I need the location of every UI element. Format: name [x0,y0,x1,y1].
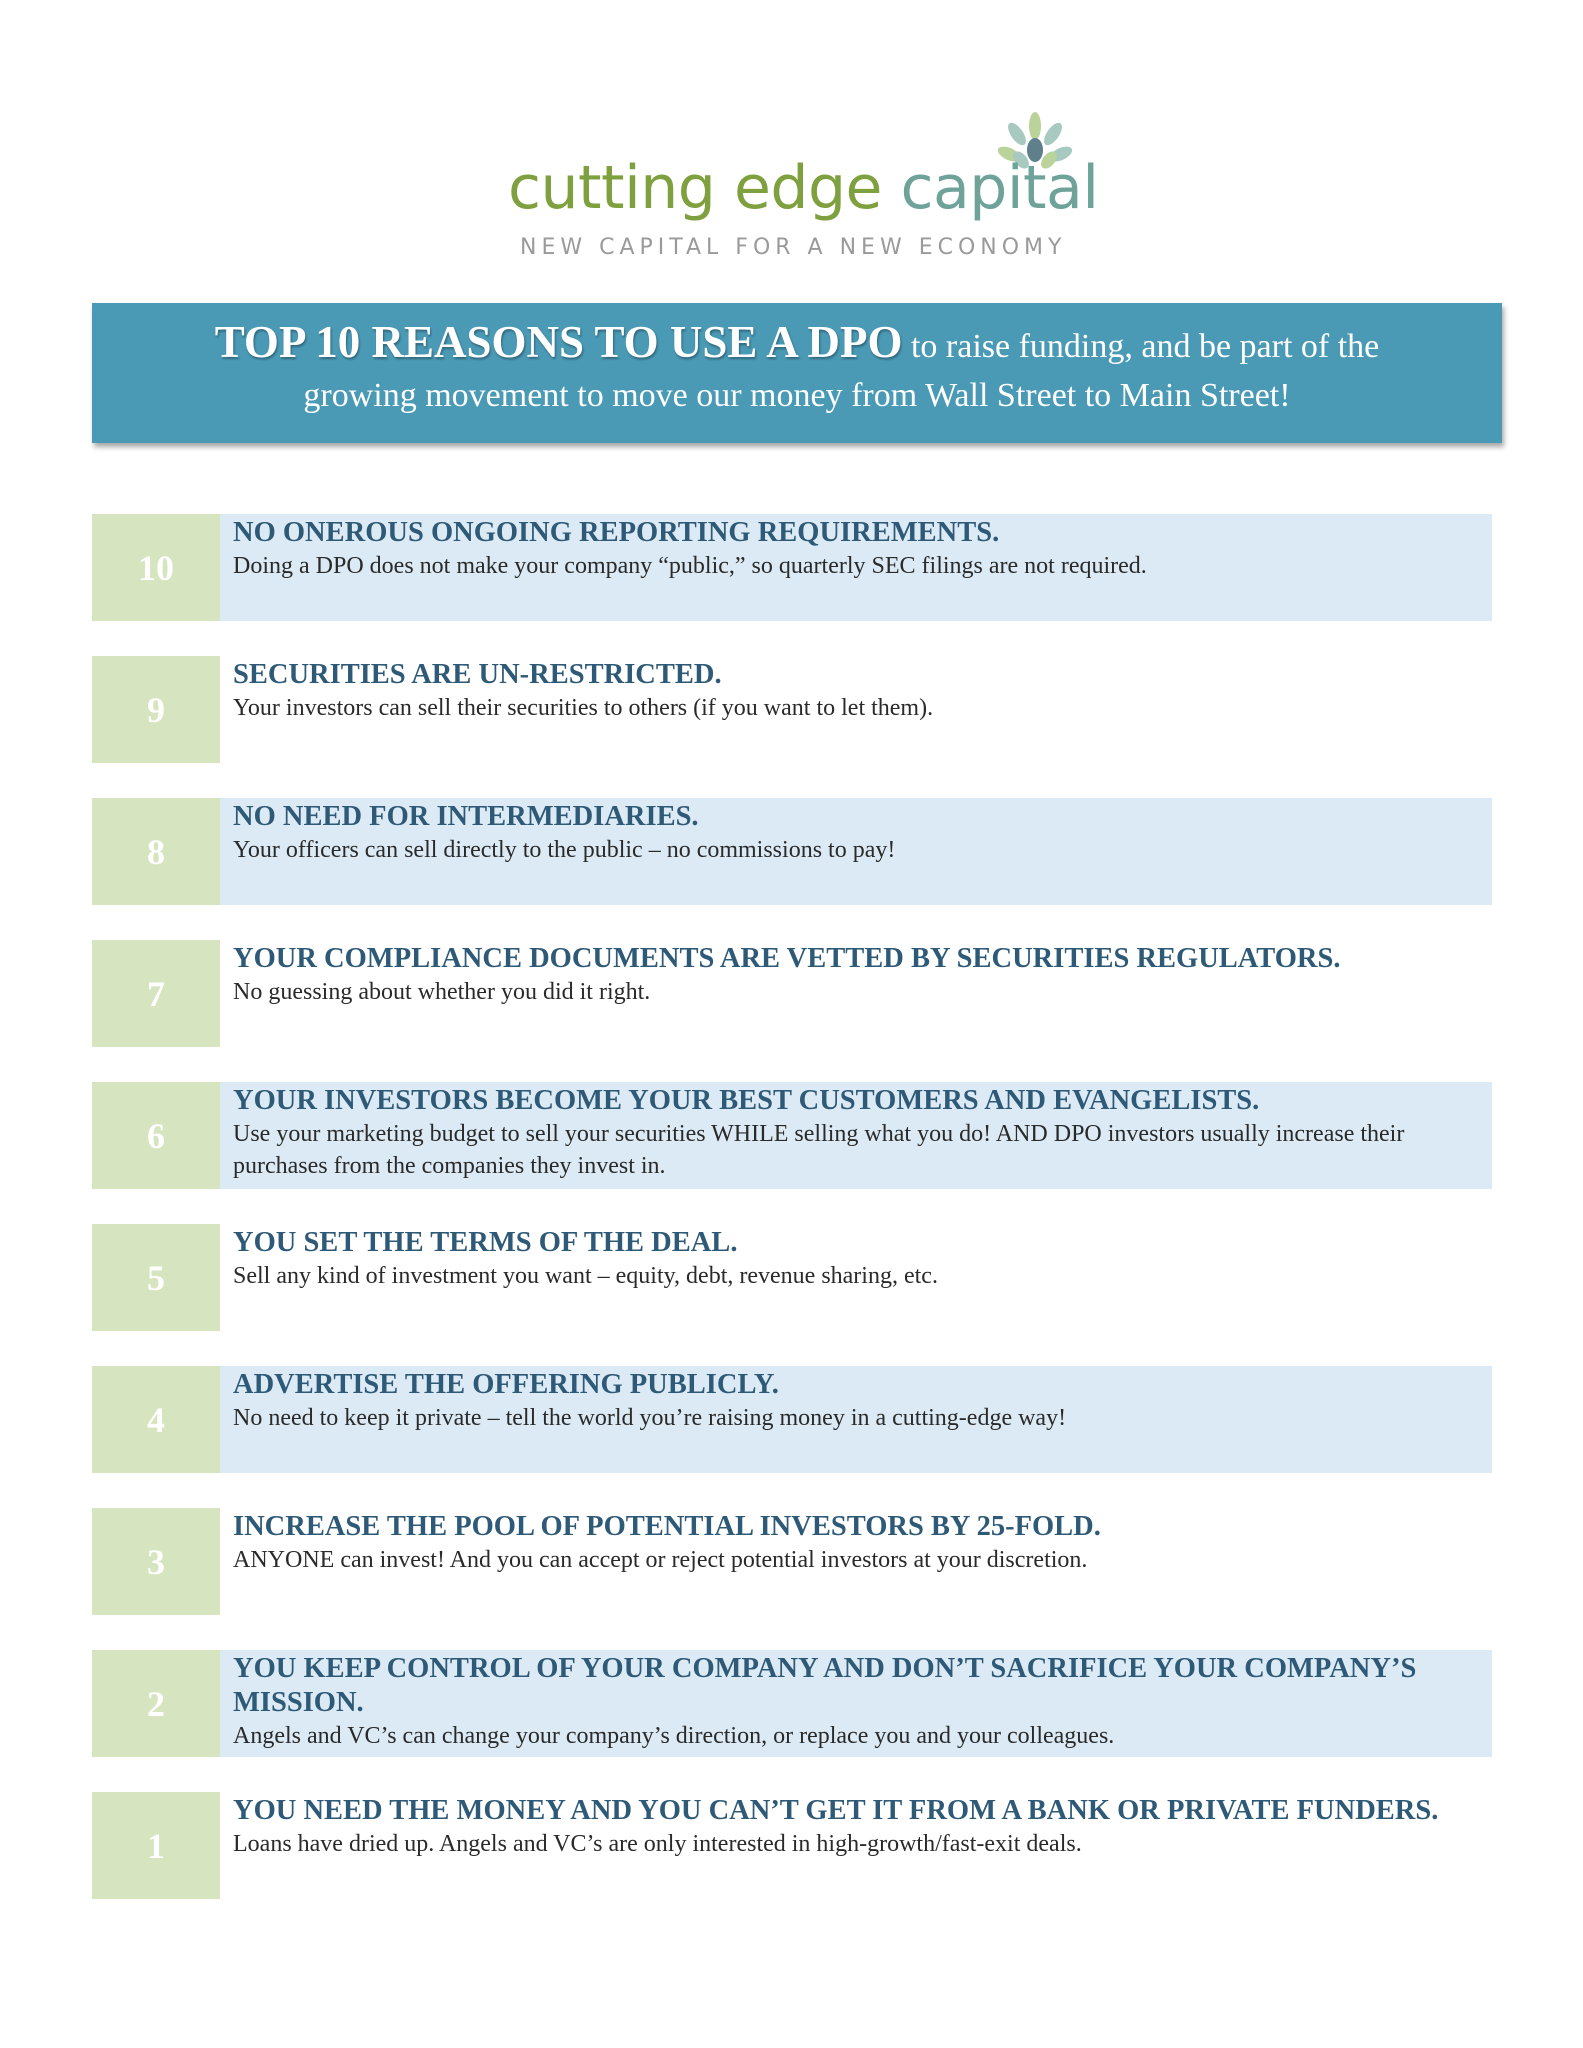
reason-title: INCREASE THE POOL OF POTENTIAL INVESTORS… [233,1511,1101,1542]
reason-number: 9 [92,656,220,763]
reason-body: NO NEED FOR INTERMEDIARIES. Your officer… [220,798,1492,905]
reason-item: 9 SECURITIES ARE UN-RESTRICTED. Your inv… [92,656,1492,763]
banner-title: TOP 10 REASONS TO USE A DPO [214,317,903,367]
banner-line-1: TOP 10 REASONS TO USE A DPO to raise fun… [92,315,1502,374]
banner-subtitle-part2: growing movement to move our money from … [303,377,1291,414]
banner-subtitle-part1: to raise funding, and be part of the [910,328,1380,365]
reason-number: 3 [92,1508,220,1615]
reason-body: YOUR COMPLIANCE DOCUMENTS ARE VETTED BY … [220,940,1492,1047]
reason-body: YOUR INVESTORS BECOME YOUR BEST CUSTOMER… [220,1082,1492,1189]
reason-item: 5 YOU SET THE TERMS OF THE DEAL. Sell an… [92,1224,1492,1331]
reason-title: NO NEED FOR INTERMEDIARIES. [233,801,699,832]
reason-body: ADVERTISE THE OFFERING PUBLICLY. No need… [220,1366,1492,1473]
reason-body: SECURITIES ARE UN-RESTRICTED. Your inves… [220,656,1492,763]
logo-word-cutting: cutting [508,153,716,223]
reason-text: Your officers can sell directly to the p… [233,837,896,863]
reasons-list: 10 NO ONEROUS ONGOING REPORTING REQUIREM… [92,514,1492,1934]
reason-title: ADVERTISE THE OFFERING PUBLICLY. [233,1369,779,1400]
reason-text: No need to keep it private – tell the wo… [233,1405,1067,1431]
reason-body: YOU KEEP CONTROL OF YOUR COMPANY AND DON… [220,1650,1492,1757]
reason-body: NO ONEROUS ONGOING REPORTING REQUIREMENT… [220,514,1492,621]
reason-number: 8 [92,798,220,905]
reason-item: 1 YOU NEED THE MONEY AND YOU CAN’T GET I… [92,1792,1492,1899]
reason-title: YOU SET THE TERMS OF THE DEAL. [233,1227,738,1258]
reason-text: ANYONE can invest! And you can accept or… [233,1547,1088,1573]
reason-number: 6 [92,1082,220,1189]
reason-title: YOU KEEP CONTROL OF YOUR COMPANY AND DON… [233,1653,1417,1718]
reason-text: Use your marketing budget to sell your s… [233,1121,1405,1179]
reason-text: Loans have dried up. Angels and VC’s are… [233,1831,1082,1857]
company-logo: cutting edge capital NEW CAPITAL FOR A N… [0,100,1583,270]
reason-number: 4 [92,1366,220,1473]
reason-number: 2 [92,1650,220,1757]
reason-number: 10 [92,514,220,621]
reason-item: 10 NO ONEROUS ONGOING REPORTING REQUIREM… [92,514,1492,621]
reason-title: YOU NEED THE MONEY AND YOU CAN’T GET IT … [233,1795,1439,1826]
reason-body: YOU NEED THE MONEY AND YOU CAN’T GET IT … [220,1792,1492,1899]
reason-item: 6 YOUR INVESTORS BECOME YOUR BEST CUSTOM… [92,1082,1492,1189]
reason-title: YOUR COMPLIANCE DOCUMENTS ARE VETTED BY … [233,943,1341,974]
reason-number: 5 [92,1224,220,1331]
reason-text: Your investors can sell their securities… [233,695,934,721]
headline-banner: TOP 10 REASONS TO USE A DPO to raise fun… [92,303,1502,443]
reason-body: YOU SET THE TERMS OF THE DEAL. Sell any … [220,1224,1492,1331]
logo-tagline: NEW CAPITAL FOR A NEW ECONOMY [520,235,1067,260]
reason-number: 1 [92,1792,220,1899]
reason-title: SECURITIES ARE UN-RESTRICTED. [233,659,722,690]
reason-item: 2 YOU KEEP CONTROL OF YOUR COMPANY AND D… [92,1650,1492,1757]
leaf-cluster-icon [997,112,1073,169]
logo-word-capital: capital [900,153,1099,223]
reason-text: Angels and VC’s can change your company’… [233,1723,1115,1749]
reason-text: No guessing about whether you did it rig… [233,979,651,1005]
logo-word-edge: edge [733,153,883,223]
reason-title: NO ONEROUS ONGOING REPORTING REQUIREMENT… [233,517,1000,548]
reason-item: 4 ADVERTISE THE OFFERING PUBLICLY. No ne… [92,1366,1492,1473]
reason-text: Doing a DPO does not make your company “… [233,553,1147,579]
reason-body: INCREASE THE POOL OF POTENTIAL INVESTORS… [220,1508,1492,1615]
reason-number: 7 [92,940,220,1047]
reason-text: Sell any kind of investment you want – e… [233,1263,938,1289]
logo-wordmark: cutting edge capital [508,158,1099,218]
reason-title: YOUR INVESTORS BECOME YOUR BEST CUSTOMER… [233,1085,1260,1116]
reason-item: 8 NO NEED FOR INTERMEDIARIES. Your offic… [92,798,1492,905]
reason-item: 7 YOUR COMPLIANCE DOCUMENTS ARE VETTED B… [92,940,1492,1047]
reason-item: 3 INCREASE THE POOL OF POTENTIAL INVESTO… [92,1508,1492,1615]
